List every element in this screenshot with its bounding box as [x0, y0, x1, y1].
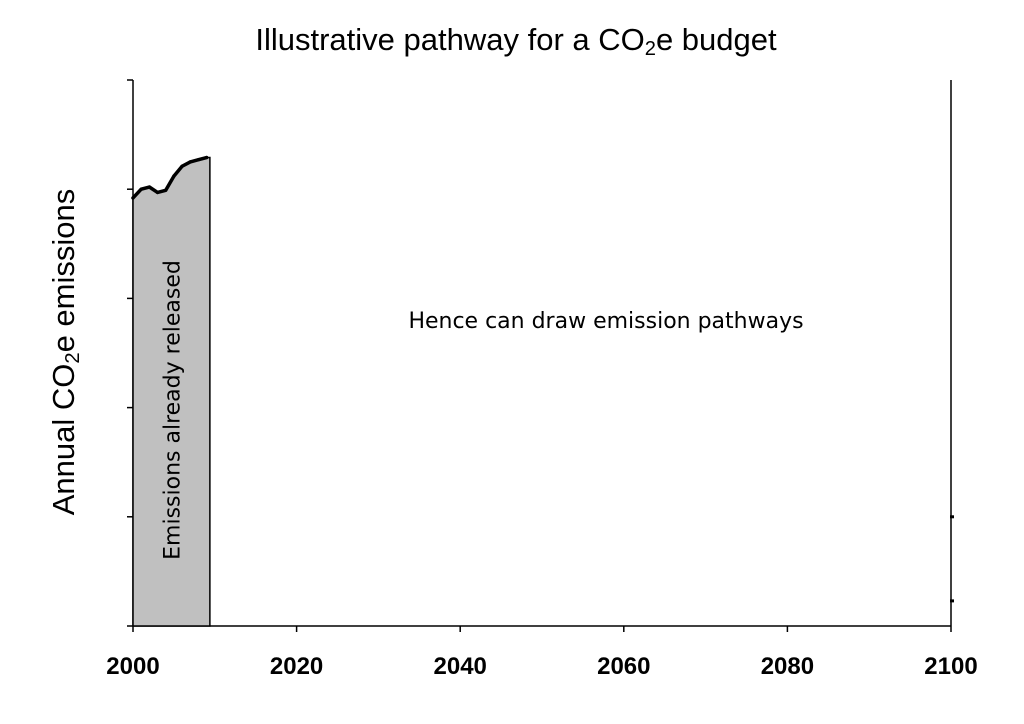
x-tick-label: 2060 [597, 653, 650, 680]
right-axis-marks [950, 515, 954, 603]
x-ticks: 2000 2020 2040 2060 2080 2100 [106, 626, 978, 680]
series-point [147, 185, 151, 189]
chart-title: Illustrative pathway for a CO2e budget [255, 22, 777, 61]
shaded-region-label: Emissions already released [160, 260, 185, 560]
series-point [188, 160, 192, 164]
x-tick-label: 2080 [761, 653, 814, 680]
series-point [164, 188, 168, 192]
x-tick-label: 2100 [924, 653, 977, 680]
series-group [131, 155, 209, 200]
y-ticks [127, 79, 133, 627]
x-tick-label: 2020 [270, 653, 323, 680]
series-point [131, 196, 135, 200]
series-point [196, 158, 201, 162]
series-point [139, 187, 143, 191]
series-point [172, 174, 176, 178]
plot-frame [132, 80, 952, 627]
series-line [131, 155, 209, 200]
x-tick-label: 2040 [434, 653, 487, 680]
series-point [180, 164, 184, 168]
annotation-text: Hence can draw emission pathways [408, 309, 803, 334]
shaded-region-group: Emissions already released [132, 156, 211, 627]
series-point [205, 155, 209, 160]
series-point [155, 190, 160, 195]
x-tick-label: 2000 [106, 653, 159, 680]
